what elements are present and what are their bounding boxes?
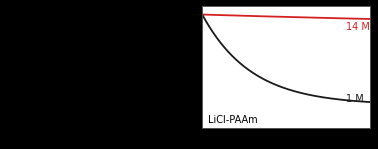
Text: 14 M: 14 M: [346, 22, 370, 32]
Text: LiCl-PAAm: LiCl-PAAm: [208, 115, 257, 125]
Y-axis label: Voltage(V): Voltage(V): [171, 42, 181, 92]
X-axis label: Time(h): Time(h): [268, 144, 305, 149]
Text: 1 M: 1 M: [346, 94, 364, 104]
